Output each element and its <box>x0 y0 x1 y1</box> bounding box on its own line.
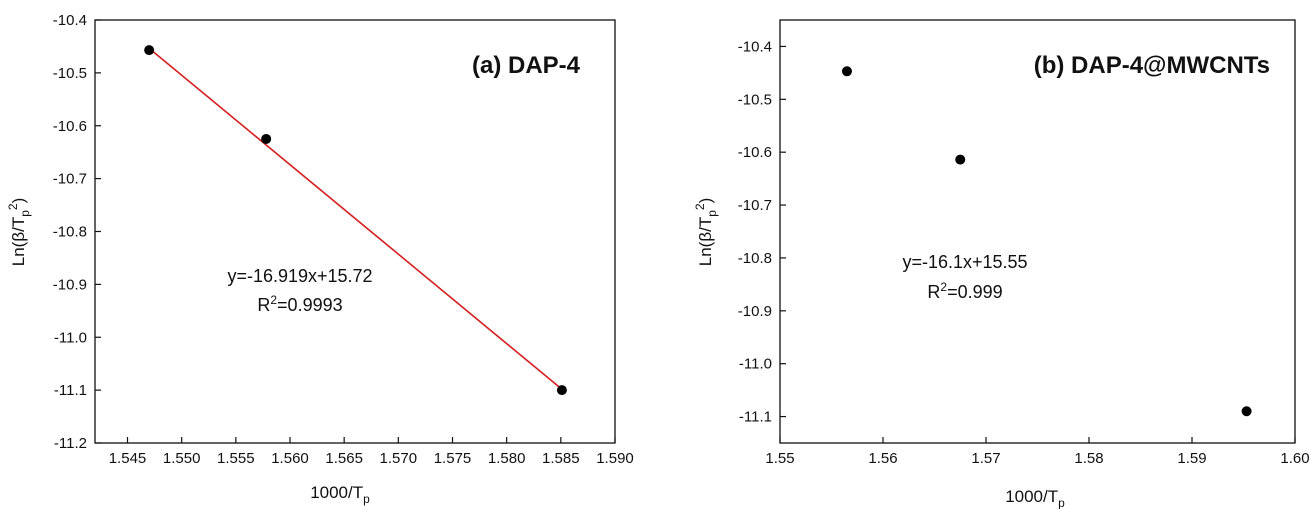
y-tick-label: -11.1 <box>54 382 87 399</box>
fit-equation: y=-16.919x+15.72 <box>227 266 372 286</box>
fit-line <box>148 47 562 389</box>
data-point <box>144 45 155 56</box>
r-squared-label: R2=0.9993 <box>257 293 342 315</box>
r2-prefix: R <box>927 282 940 302</box>
x-ticks: 1.545 1.550 1.555 1.560 1.565 1.570 1.575 1.580… <box>109 437 634 467</box>
x-tick-label: 1.57 <box>971 450 1000 467</box>
data-point <box>955 154 966 165</box>
y-tick-label: -10.4 <box>738 38 772 55</box>
chart-title: (a) DAP-4 <box>472 52 581 79</box>
fit-equation: y=-16.1x+15.55 <box>902 252 1027 272</box>
y-tick-label: -10.9 <box>738 303 772 320</box>
x-tick-label: 1.585 <box>542 450 580 467</box>
x-tick-label: 1.560 <box>271 450 309 467</box>
plot-frame <box>779 19 1296 444</box>
x-tick-label: 1.580 <box>488 450 526 467</box>
y-axis-prefix: Ln(β/T <box>696 217 715 266</box>
panel-a: 1.545 1.550 1.555 1.560 1.565 1.570 1.575 1.580… <box>6 12 634 506</box>
y-tick-label: -11.1 <box>739 409 772 426</box>
y-tick-label: -10.9 <box>53 276 87 293</box>
r2-superscript: 2 <box>270 293 277 307</box>
panel-b: 1.55 1.56 1.57 1.58 1.59 1.60 -10.4 -10.5 -10.6… <box>693 19 1310 509</box>
y-axis-suffix: ) <box>696 198 715 204</box>
data-point <box>556 385 567 396</box>
y-tick-label: -10.8 <box>53 224 87 241</box>
x-ticks: 1.55 1.56 1.57 1.58 1.59 1.60 <box>765 437 1310 467</box>
x-axis-main: 1000/T <box>1005 487 1058 506</box>
y-ticks: -10.4 -10.5 -10.6 -10.7 -10.8 -10.9 -11.0 -11.1… <box>53 12 101 452</box>
y-tick-label: -10.7 <box>738 197 772 214</box>
y-axis-subscript: p <box>705 210 719 217</box>
y-tick-label: -11.0 <box>739 356 772 373</box>
y-tick-label: -10.6 <box>53 118 87 135</box>
x-tick-label: 1.570 <box>380 450 418 467</box>
y-tick-label: -10.4 <box>53 12 87 29</box>
x-tick-label: 1.60 <box>1280 450 1309 467</box>
data-point <box>261 133 272 144</box>
data-point <box>841 66 852 77</box>
r-squared-label: R2=0.999 <box>927 280 1002 302</box>
data-point <box>1241 406 1252 417</box>
x-axis-subscript: p <box>1058 496 1065 509</box>
x-tick-label: 1.565 <box>325 450 363 467</box>
data-series <box>841 66 1252 417</box>
x-axis-title: 1000/Tp <box>310 483 370 506</box>
y-axis-superscript: 2 <box>693 203 707 210</box>
x-tick-label: 1.56 <box>868 450 897 467</box>
y-tick-label: -10.5 <box>738 91 772 108</box>
x-axis-title: 1000/Tp <box>1005 487 1065 509</box>
x-tick-label: 1.555 <box>217 450 255 467</box>
plot-frame <box>94 19 616 444</box>
y-axis-title: Ln(β/Tp2) <box>6 198 32 267</box>
x-axis-subscript: p <box>363 492 370 506</box>
r2-prefix: R <box>257 295 270 315</box>
y-tick-label: -11.2 <box>54 435 87 452</box>
y-axis-title: Ln(β/Tp2) <box>693 198 719 267</box>
r2-value: =0.9993 <box>277 295 343 315</box>
x-tick-label: 1.59 <box>1177 450 1206 467</box>
y-axis-subscript: p <box>18 210 32 217</box>
x-tick-label: 1.590 <box>596 450 634 467</box>
r2-superscript: 2 <box>940 280 947 294</box>
y-tick-label: -10.5 <box>53 65 87 82</box>
y-axis-superscript: 2 <box>6 203 20 210</box>
data-series <box>144 45 567 396</box>
x-tick-label: 1.55 <box>765 450 794 467</box>
y-axis-suffix: ) <box>9 198 28 204</box>
y-axis-prefix: Ln(β/T <box>9 217 28 266</box>
y-tick-label: -10.8 <box>738 250 772 267</box>
y-tick-label: -11.0 <box>54 329 87 346</box>
x-tick-label: 1.545 <box>109 450 147 467</box>
x-tick-label: 1.575 <box>434 450 472 467</box>
y-tick-label: -10.7 <box>53 171 87 188</box>
r2-value: =0.999 <box>947 282 1003 302</box>
x-tick-label: 1.58 <box>1074 450 1103 467</box>
x-tick-label: 1.550 <box>163 450 201 467</box>
y-ticks: -10.4 -10.5 -10.6 -10.7 -10.8 -10.9 -11.0 -11.1 <box>738 38 786 426</box>
chart-title: (b) DAP-4@MWCNTs <box>1034 52 1270 79</box>
x-axis-main: 1000/T <box>310 483 363 502</box>
y-tick-label: -10.6 <box>738 144 772 161</box>
